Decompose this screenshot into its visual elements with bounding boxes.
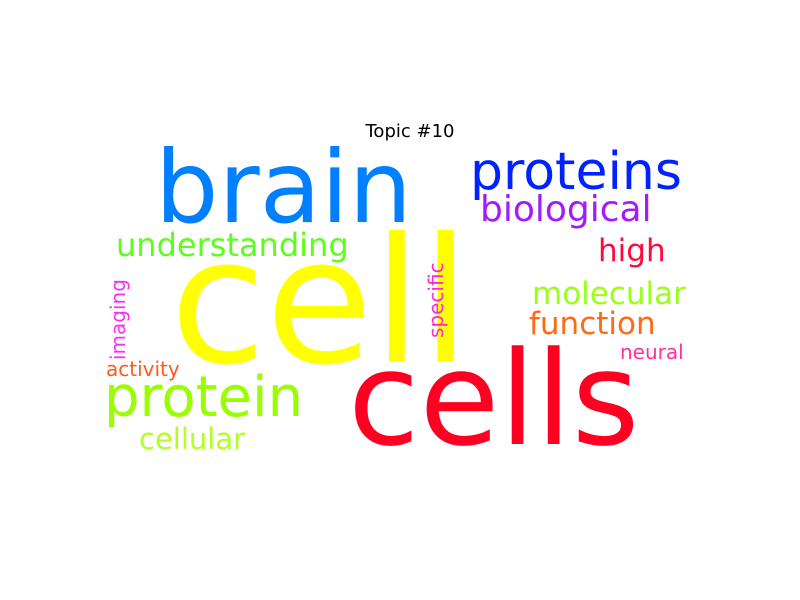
- word-high: high: [598, 233, 666, 269]
- word-neural: neural: [620, 340, 684, 364]
- word-understanding: understanding: [116, 226, 349, 264]
- word-biological: biological: [480, 189, 652, 230]
- chart-title: Topic #10: [365, 121, 455, 142]
- word-specific: specific: [424, 262, 448, 338]
- word-cellular: cellular: [139, 422, 246, 456]
- word-protein: protein: [104, 365, 304, 430]
- word-imaging: imaging: [106, 279, 130, 360]
- word-activity: activity: [106, 357, 180, 381]
- word-molecular: molecular: [532, 276, 686, 312]
- word-proteins: proteins: [470, 142, 682, 202]
- word-brain: brain: [155, 129, 413, 246]
- word-cell: cell: [170, 201, 470, 404]
- word-cells: cells: [348, 323, 640, 475]
- word-function: function: [529, 306, 656, 342]
